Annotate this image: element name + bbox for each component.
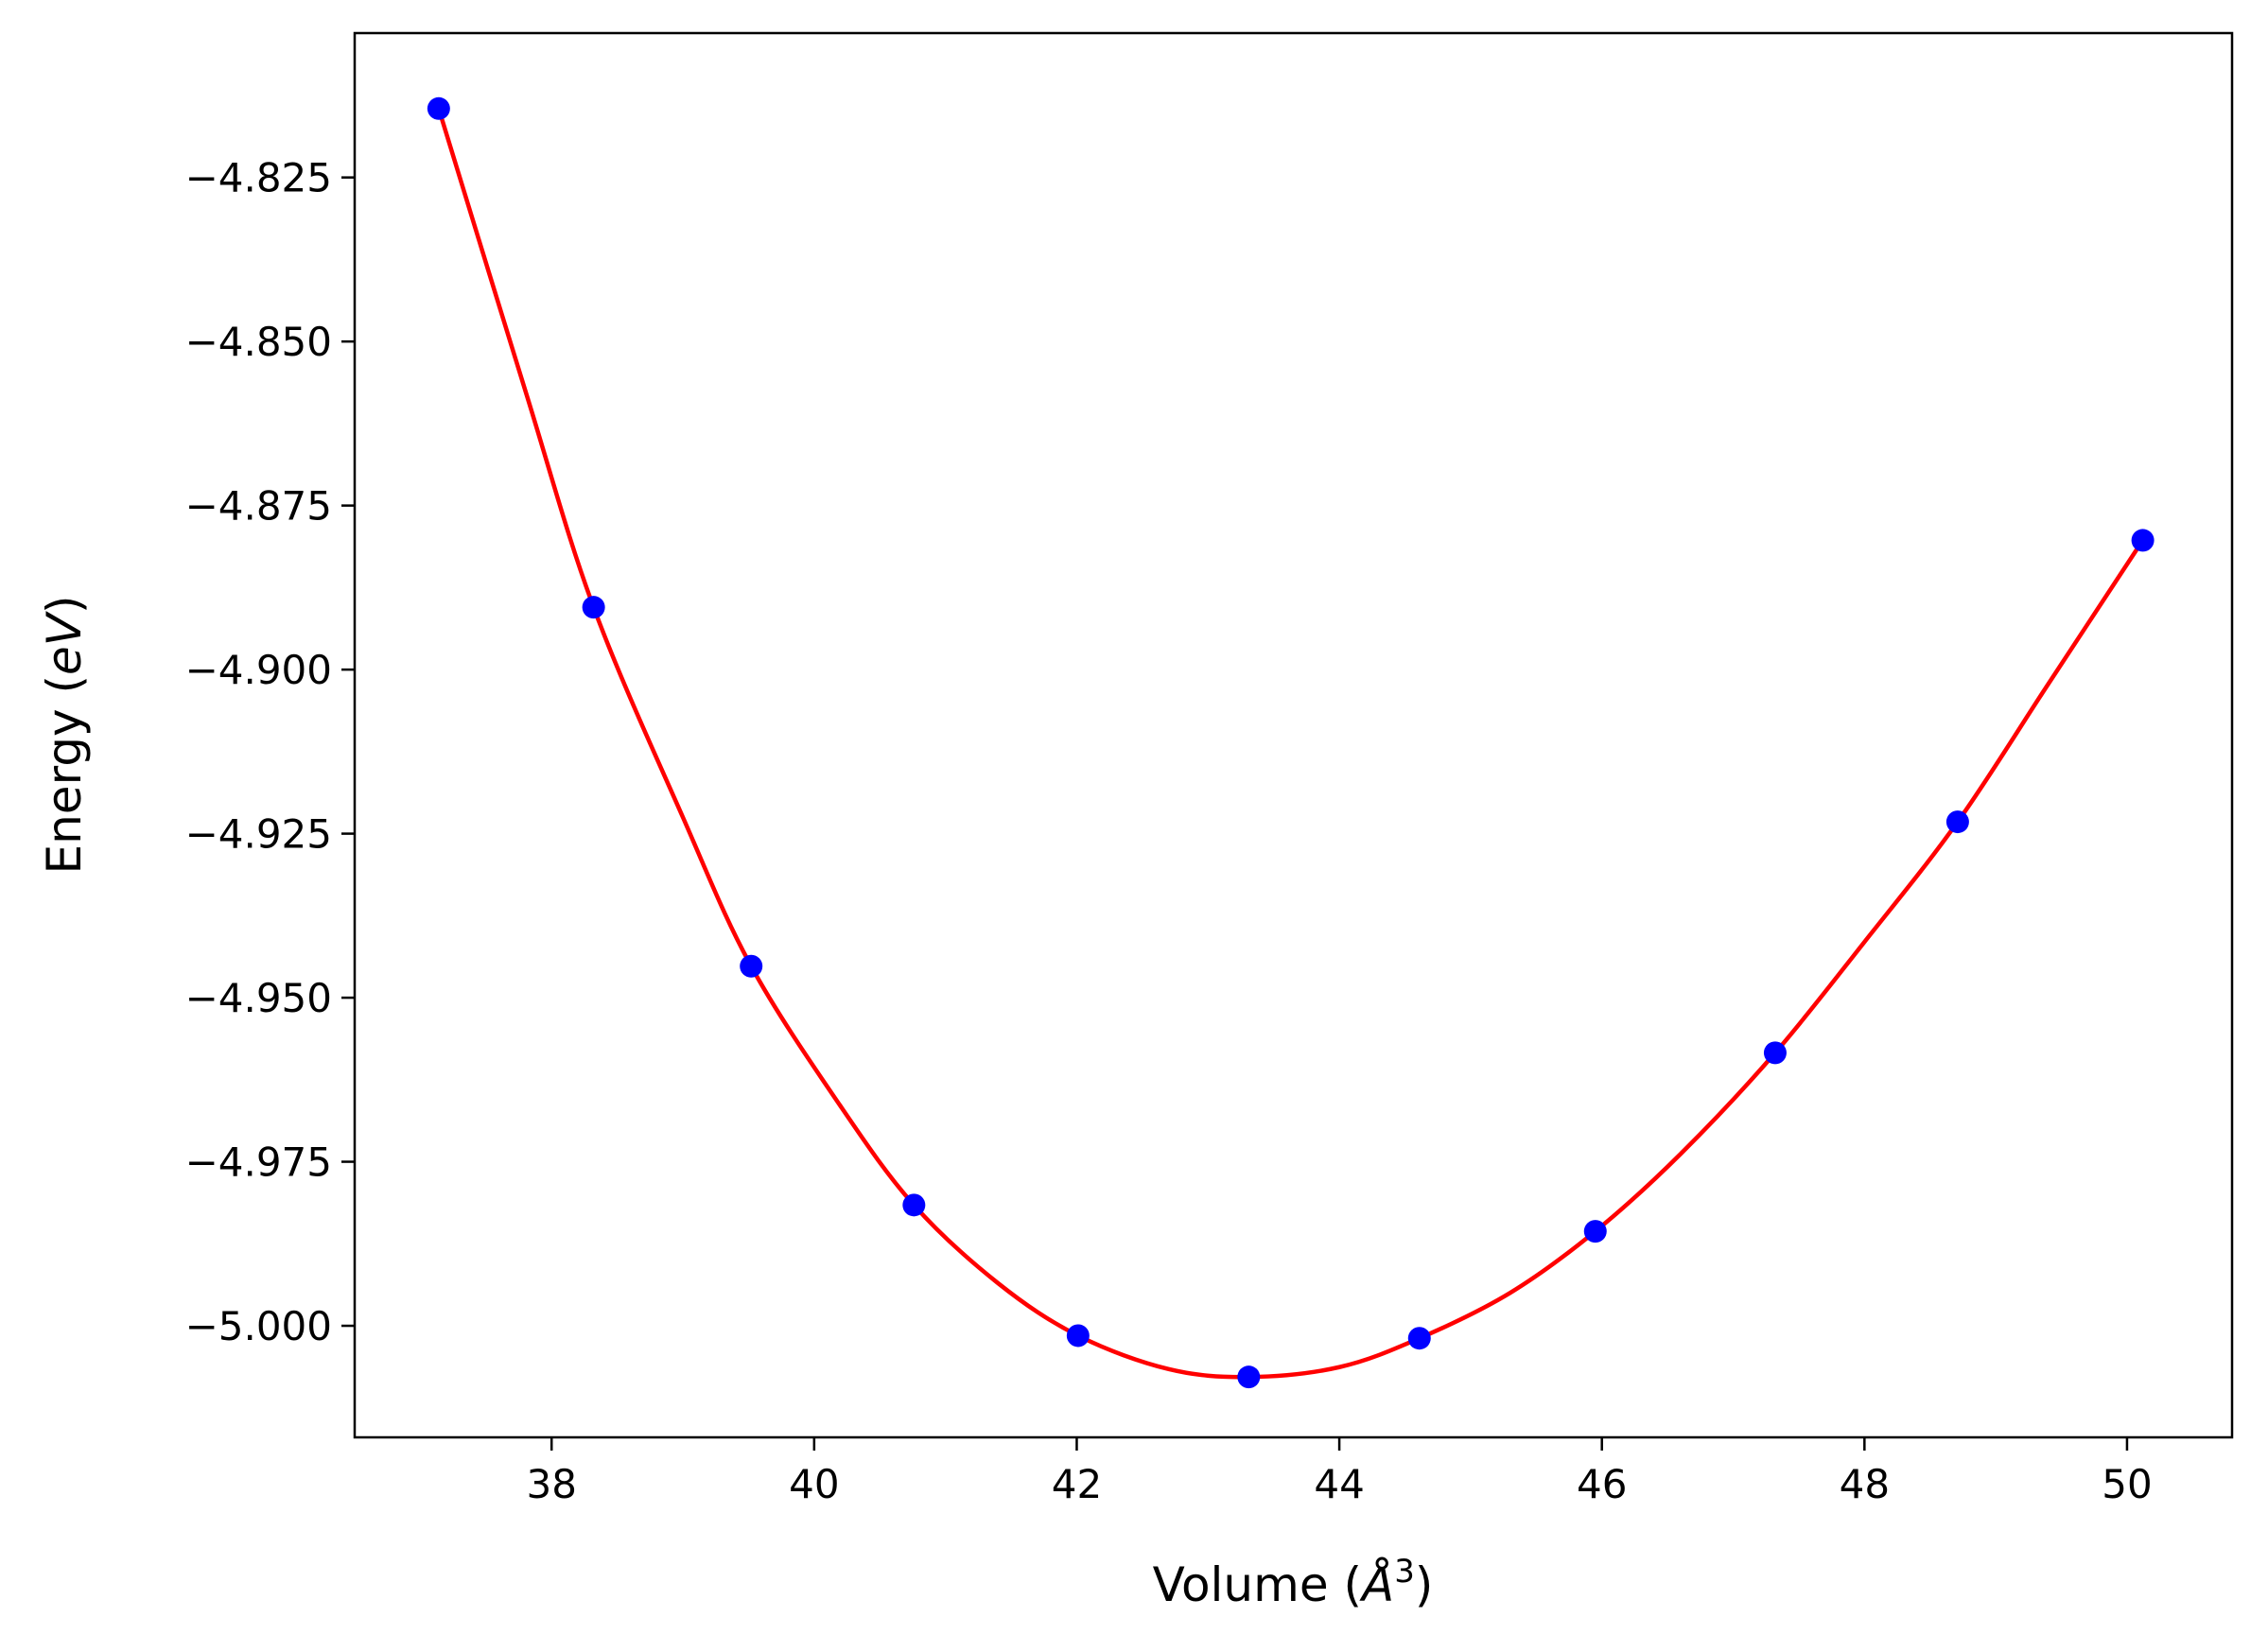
data-point <box>1763 1041 1787 1065</box>
y-axis-label: Energy (eV) <box>37 596 92 875</box>
data-point <box>740 954 763 978</box>
x-axis-ticks: 38 40 42 44 46 48 50 <box>526 1437 2153 1507</box>
data-point <box>1583 1220 1607 1243</box>
y-tick-label: −4.975 <box>185 1139 332 1186</box>
plot-frame <box>353 31 2234 1439</box>
fit-curve-line <box>436 108 2145 1380</box>
y-tick-label: −4.875 <box>185 483 332 530</box>
y-tick-label: −4.925 <box>185 811 332 858</box>
x-tick-label: 48 <box>1840 1461 1890 1507</box>
y-axis-ticks: −4.825 −4.850 −4.875 −4.900 −4.925 −4.950 −4.9… <box>185 155 355 1349</box>
fit-curve-layer <box>436 108 2145 1380</box>
data-point <box>582 596 605 619</box>
data-point <box>2131 529 2155 552</box>
data-point <box>427 96 450 120</box>
x-tick-label: 40 <box>789 1461 839 1507</box>
y-tick-label: −4.850 <box>185 319 332 365</box>
y-tick-label: −5.000 <box>185 1303 332 1349</box>
x-tick-label: 42 <box>1052 1461 1102 1507</box>
y-tick-label: −4.950 <box>185 975 332 1021</box>
x-tick-label: 46 <box>1577 1461 1627 1507</box>
data-point <box>1407 1327 1431 1350</box>
x-tick-label: 38 <box>526 1461 576 1507</box>
data-point <box>1237 1365 1261 1389</box>
data-point <box>1066 1324 1090 1348</box>
data-points-layer <box>427 96 2155 1389</box>
y-tick-label: −4.900 <box>185 647 332 693</box>
x-tick-label: 44 <box>1314 1461 1364 1507</box>
y-tick-label: −4.825 <box>185 155 332 201</box>
data-point <box>902 1193 926 1217</box>
data-point <box>1945 810 1969 834</box>
x-tick-label: 50 <box>2102 1461 2152 1507</box>
x-axis-label: Volume (Å3) <box>1153 1553 1434 1612</box>
